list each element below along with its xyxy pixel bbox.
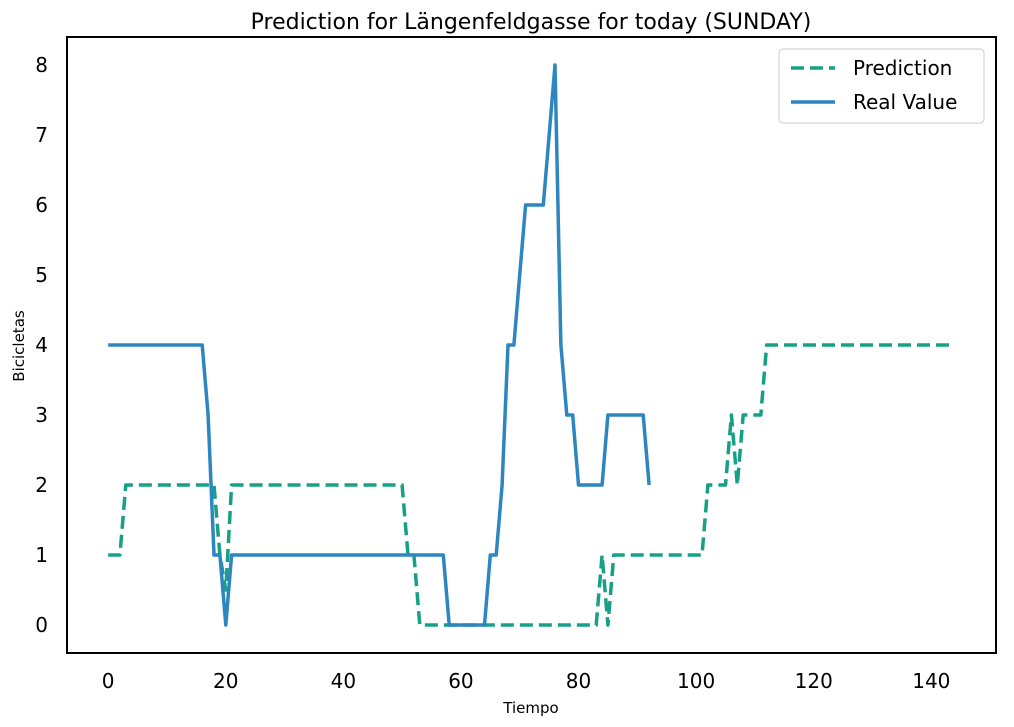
x-tick-label: 60 bbox=[448, 669, 473, 693]
series-line-real-value bbox=[108, 63, 651, 627]
x-tick-label: 120 bbox=[795, 669, 833, 693]
plot-frame bbox=[66, 36, 997, 654]
x-tick-label: 20 bbox=[213, 669, 238, 693]
legend: Prediction Real Value bbox=[778, 48, 985, 124]
y-tick-label: 6 bbox=[35, 193, 48, 217]
x-tick-label: 40 bbox=[331, 669, 356, 693]
y-tick-label: 8 bbox=[35, 53, 48, 77]
x-axis-label: Tiempo bbox=[502, 699, 558, 717]
y-axis-label: Bicicletas bbox=[10, 310, 28, 382]
legend-label-real-value: Real Value bbox=[853, 90, 957, 114]
x-tick-label: 0 bbox=[102, 669, 115, 693]
chart-title: Prediction for Längenfeldgasse for today… bbox=[251, 10, 812, 35]
x-tick-label: 80 bbox=[566, 669, 591, 693]
y-tick-label: 4 bbox=[35, 333, 48, 357]
y-tick-label: 3 bbox=[35, 403, 48, 427]
y-tick-label: 7 bbox=[35, 123, 48, 147]
series-line-prediction bbox=[108, 343, 949, 627]
y-tick-label: 0 bbox=[35, 613, 48, 637]
y-tick-label: 1 bbox=[35, 543, 48, 567]
x-tick-label: 100 bbox=[677, 669, 715, 693]
x-tick-label: 140 bbox=[912, 669, 950, 693]
y-tick-label: 5 bbox=[35, 263, 48, 287]
legend-label-prediction: Prediction bbox=[853, 56, 952, 80]
y-tick-label: 2 bbox=[35, 473, 48, 497]
